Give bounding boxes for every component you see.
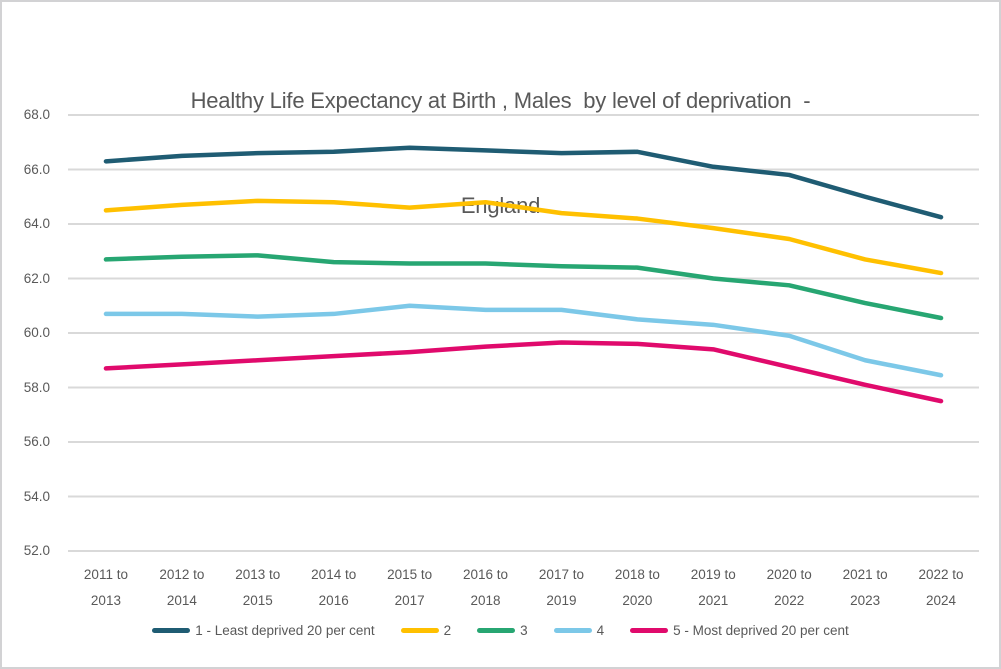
- x-axis-tick-label: 2013 to 2015: [235, 567, 281, 608]
- legend-line-swatch-icon: [553, 628, 592, 633]
- legend-item-2: 2: [400, 623, 452, 638]
- y-axis-tick-label: 68.0: [23, 107, 50, 122]
- series-line-3: [103, 253, 944, 321]
- y-axis-tick-label: 54.0: [23, 488, 50, 504]
- chart-title: Healthy Life Expectancy at Birth , Males…: [2, 13, 999, 293]
- y-axis-tick-label: 66.0: [23, 161, 50, 177]
- legend-item-label: 5 - Most deprived 20 per cent: [673, 623, 849, 638]
- y-axis-tick-label: 58.0: [23, 379, 50, 395]
- legend-line-swatch-icon: [477, 628, 516, 633]
- y-axis-tick-label: 62.0: [23, 270, 50, 286]
- y-axis-tick-label: 64.0: [23, 216, 50, 231]
- legend-item-3: 3: [477, 623, 528, 638]
- chart-legend: 1 - Least deprived 20 per cent 2 3 4 5 - Mos…: [2, 623, 999, 638]
- series-line-2: [103, 198, 944, 276]
- series-line-4: [103, 303, 944, 378]
- legend-item-label: 2: [443, 623, 452, 638]
- x-axis-tick-label: 2016 to 2018: [463, 567, 509, 608]
- legend-line-swatch-icon: [152, 628, 191, 633]
- legend-item-1: 1 - Least deprived 20 per cent: [152, 623, 375, 638]
- x-axis-tick-label: 2015 to 2017: [387, 567, 433, 608]
- x-axis-tick-label: 2014 to 2016: [311, 567, 357, 608]
- series-line-1: [103, 145, 944, 220]
- y-axis-tick-label: 56.0: [23, 434, 50, 449]
- x-axis-tick-label: 2021 to 2023: [842, 567, 888, 608]
- y-axis-tick-label: 60.0: [23, 325, 50, 340]
- x-axis-tick-label: 2018 to 2020: [614, 567, 660, 608]
- x-axis-tick-label: 2011 to 2013: [83, 567, 128, 608]
- legend-item-label: 1 - Least deprived 20 per cent: [195, 623, 375, 638]
- legend-item-label: 3: [520, 623, 528, 638]
- legend-line-swatch-icon: [400, 628, 439, 633]
- legend-item-label: 4: [596, 623, 605, 638]
- series-line-5: [103, 340, 944, 404]
- x-axis-tick-label: 2019 to 2021: [690, 567, 736, 608]
- chart-title-line1: Healthy Life Expectancy at Birth , Males…: [190, 88, 811, 113]
- x-axis-tick-label: 2022 to 2024: [918, 567, 964, 608]
- x-axis-tick-label: 2012 to 2014: [159, 567, 205, 608]
- legend-item-5: 5 - Most deprived 20 per cent: [630, 623, 849, 638]
- x-axis-tick-label: 2017 to 2019: [538, 567, 584, 608]
- legend-item-4: 4: [553, 623, 605, 638]
- y-axis-tick-label: 52.0: [23, 543, 50, 558]
- legend-line-swatch-icon: [630, 628, 669, 633]
- x-axis-tick-label: 2020 to 2022: [766, 567, 812, 608]
